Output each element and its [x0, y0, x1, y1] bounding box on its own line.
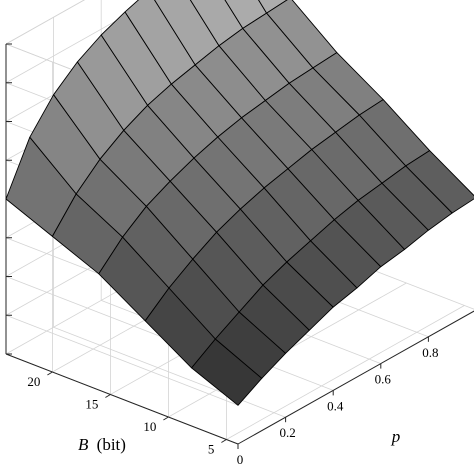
x-tick-label: 0.6	[375, 372, 392, 387]
side-wall-gridline-z	[5, 314, 239, 406]
y-axis-tick	[47, 371, 53, 376]
y-axis-tick	[163, 416, 169, 421]
floor-gridline-b	[226, 305, 465, 440]
x-tick-label: 0.8	[422, 345, 438, 360]
x-axis-title: p	[391, 427, 401, 446]
y-tick-label: 5	[208, 442, 215, 457]
x-axis-line	[237, 310, 474, 445]
y-axis-tick	[105, 394, 111, 398]
y-tick-label: 20	[27, 374, 40, 389]
y-axis-line	[5, 353, 239, 445]
y-tick-label: 10	[143, 419, 156, 434]
y-axis-unit: (bit)	[97, 435, 126, 454]
y-axis-title: B (bit)	[78, 435, 126, 454]
floor-gridline-p	[53, 326, 286, 418]
ticks-layer: 0 0.2 0.4 0.6 0.8 5 10 15 20	[27, 345, 438, 467]
x-axis-var: p	[391, 427, 401, 446]
x-tick-label: 0.2	[279, 425, 295, 440]
y-axis-tick	[221, 439, 227, 443]
x-tick-label: 0.4	[327, 398, 344, 413]
x-tick-label: 0	[237, 452, 244, 467]
y-tick-label: 15	[85, 397, 98, 412]
surface-layer	[5, 0, 474, 406]
surface-cell	[405, 150, 474, 214]
y-axis-var: B	[78, 435, 89, 454]
back-wall-top-edge	[5, 0, 85, 45]
